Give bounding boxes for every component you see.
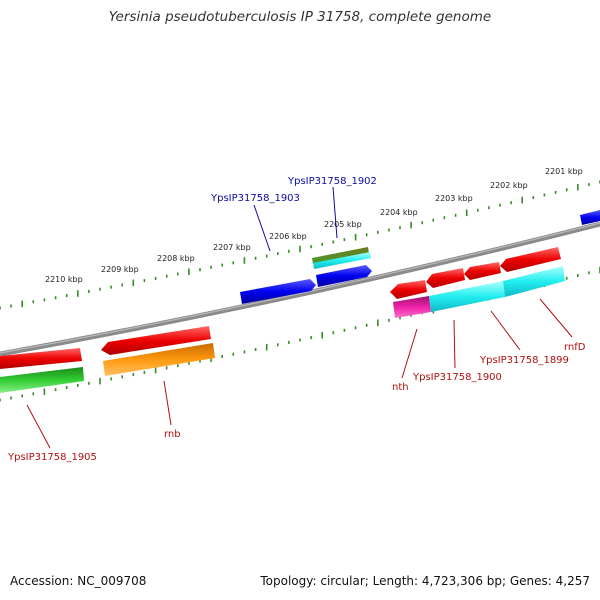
gene-label: YpsIP31758_1899 (479, 355, 569, 366)
gene-band-forward (313, 252, 371, 269)
ruler-label: 2209 kbp (101, 265, 139, 274)
label-leader-line (26, 404, 51, 449)
genome-backbone (0, 221, 600, 357)
gene-label: nth (392, 382, 409, 393)
gene-label: rnb (164, 429, 181, 440)
gene-label: rnfD (564, 342, 586, 353)
gene-arrow-reverse (500, 247, 561, 272)
gene-band-reverse (393, 296, 431, 318)
gene-label: YpsIP31758_1905 (7, 452, 97, 463)
gene-arrow-reverse (464, 262, 501, 280)
ruler-label: 2205 kbp (324, 220, 362, 229)
ruler-label: 2210 kbp (45, 275, 83, 284)
gene-band-reverse (503, 266, 565, 297)
gene-arrow-forward (316, 265, 372, 287)
gene-arrow-reverse (390, 280, 427, 299)
label-leader-line (163, 380, 172, 426)
genome-backbone-highlight (0, 222, 600, 354)
genome-summary-text: Topology: circular; Length: 4,723,306 bp… (260, 574, 590, 588)
ruler-label: 2208 kbp (157, 254, 195, 263)
label-leader-line (253, 204, 271, 252)
ruler-label: 2206 kbp (269, 232, 307, 241)
label-leader-line (332, 186, 338, 239)
ruler-label: 2201 kbp (545, 167, 583, 176)
gene-label: YpsIP31758_1900 (412, 372, 502, 383)
gene-arrow-reverse (101, 326, 211, 355)
map-title: Yersinia pseudotuberculosis IP 31758, co… (108, 9, 492, 25)
label-leader-line (490, 310, 521, 351)
label-leader-line (539, 298, 573, 338)
ruler-label: 2204 kbp (380, 208, 418, 217)
label-leader-line (401, 328, 418, 379)
gene-label: YpsIP31758_1902 (287, 176, 377, 187)
accession-text: Accession: NC_009708 (10, 574, 147, 588)
outer-tick-ring (0, 180, 600, 310)
ruler-label: 2203 kbp (435, 194, 473, 203)
gene-label: YpsIP31758_1903 (210, 193, 300, 204)
gene-band-reverse (0, 367, 84, 393)
gene-band-reverse (429, 281, 505, 312)
gene-arrow-forward (240, 279, 316, 304)
gene-band-reverse (103, 343, 215, 376)
gene-band-forward (312, 247, 369, 264)
ruler-label: 2207 kbp (213, 243, 251, 252)
gene-arrow-reverse (0, 348, 82, 369)
gene-arrow-reverse (426, 268, 465, 288)
label-leader-line (453, 319, 456, 369)
gene-arrow-forward (580, 210, 600, 225)
ruler-label: 2202 kbp (490, 181, 528, 190)
